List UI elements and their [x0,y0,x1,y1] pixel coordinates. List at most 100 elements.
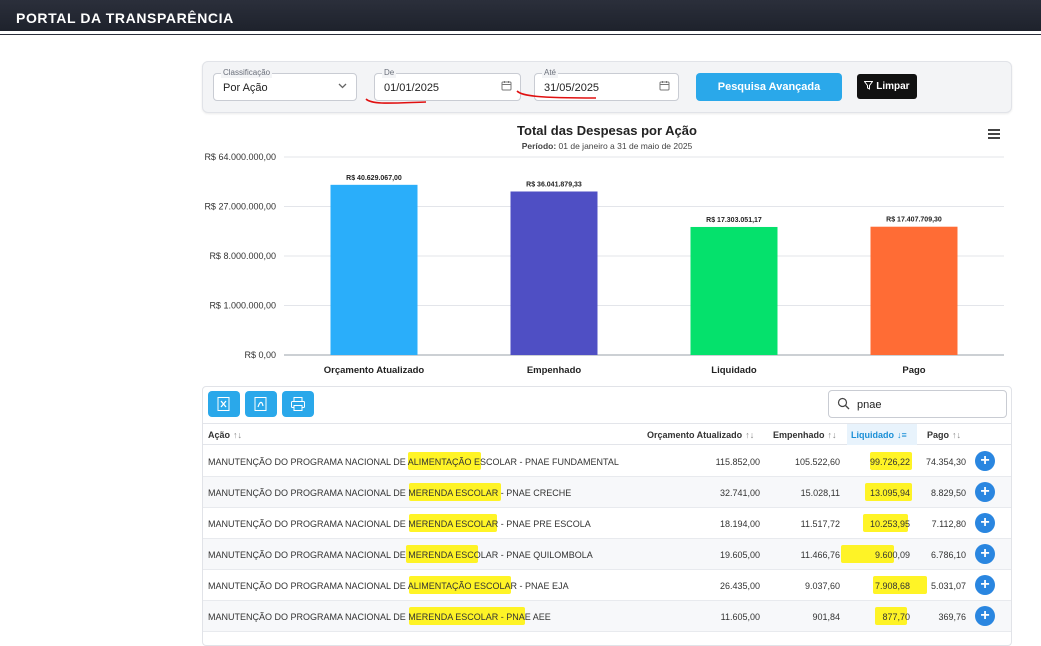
cell-orcamento: 26.435,00 [719,581,760,591]
active-column-highlight [847,424,917,445]
date-from-label: De [382,68,397,78]
cell-liquidado: 13.095,94 [869,488,910,498]
cell-acao: MANUTENÇÃO DO PROGRAMA NACIONAL DE MEREN… [208,519,591,529]
cell-empenhado: 901,84 [812,612,840,622]
cell-liquidado: 99.726,22 [869,457,910,467]
bar-value-label: R$ 17.303.051,17 [706,217,762,224]
sort-desc-icon: ↓≡ [897,430,907,440]
date-to-field[interactable]: Até 31/05/2025 [534,68,679,101]
highlighter-mark [409,576,511,594]
highlighter-mark [863,514,908,532]
cell-empenhado: 15.028,11 [800,488,840,498]
classificacao-label: Classificação [221,68,273,78]
table-row[interactable]: MANUTENÇÃO DO PROGRAMA NACIONAL DE MEREN… [203,508,1011,539]
table-header: Ação ↑↓ Orçamento Atualizado ↑↓ Empenhado ↑… [203,423,1011,445]
cell-acao: MANUTENÇÃO DO PROGRAMA NACIONAL DE MEREN… [208,550,593,560]
expand-row-plus-icon[interactable]: + [975,575,995,595]
y-tick-label: R$ 64.000.000,00 [204,152,276,162]
y-tick-label: R$ 27.000.000,00 [204,202,276,212]
cell-pago: 6.786,10 [930,550,966,560]
expand-row-plus-icon[interactable]: + [975,451,995,471]
clear-filters-label: Limpar [876,81,910,92]
cell-pago: 5.031,07 [930,581,966,591]
col-orcamento-header[interactable]: Orçamento Atualizado ↑↓ [647,430,754,440]
top-bar: PORTAL DA TRANSPARÊNCIA [0,0,1041,31]
advanced-search-button[interactable]: Pesquisa Avançada [696,73,842,101]
pdf-export-icon [254,397,267,411]
bar-value-label: R$ 40.629.067,00 [346,175,402,182]
table-row[interactable]: MANUTENÇÃO DO PROGRAMA NACIONAL DE ALIME… [203,446,1011,477]
classificacao-select[interactable]: Classificação Por Ação [213,68,357,101]
table-row[interactable]: MANUTENÇÃO DO PROGRAMA NACIONAL DE MEREN… [203,539,1011,570]
col-liquidado-label: Liquidado [851,430,894,440]
table-row[interactable]: MANUTENÇÃO DO PROGRAMA NACIONAL DE MEREN… [203,477,1011,508]
col-acao-label: Ação [208,430,231,440]
cell-pago: 8.829,50 [930,488,966,498]
sort-icon: ↑↓ [745,430,755,440]
col-liquidado-header[interactable]: Liquidado ↓≡ [851,430,907,440]
calendar-icon[interactable] [659,80,670,94]
y-tick-label: R$ 1.000.000,00 [209,301,276,311]
cell-liquidado: 877,70 [882,612,910,622]
x-category-label: Pago [902,365,925,376]
cell-pago: 7.112,80 [931,519,966,529]
cell-liquidado: 7.908,68 [874,581,910,591]
clear-filters-button[interactable]: Limpar [857,74,917,99]
cell-acao: MANUTENÇÃO DO PROGRAMA NACIONAL DE ALIME… [208,457,619,467]
expand-row-plus-icon[interactable]: + [975,606,995,626]
red-annotation-mark [516,90,597,99]
highlighter-mark [841,545,894,563]
export-pdf-button[interactable] [245,391,277,417]
excel-export-icon [217,397,230,411]
cell-liquidado: 9.600,09 [874,550,910,560]
col-empenhado-label: Empenhado [773,430,825,440]
highlighter-mark [870,452,912,470]
bar-3 [870,226,958,355]
table-row[interactable]: MANUTENÇÃO DO PROGRAMA NACIONAL DE ALIME… [203,570,1011,601]
period-label: Período: [521,141,557,151]
chart-subtitle: Período: 01 de janeiro a 31 de maio de 2… [202,141,1012,151]
bar-2 [690,226,778,355]
bar-0 [330,184,418,355]
cell-liquidado: 10.253,95 [869,519,910,529]
filter-panel: Classificação Por Ação De 01/01/2025 Até… [202,61,1012,113]
red-annotation-mark [365,98,427,104]
expand-row-plus-icon[interactable]: + [975,482,995,502]
bar-1 [510,191,598,355]
date-to-value: 31/05/2025 [544,82,600,94]
search-icon [837,397,850,410]
highlighter-mark [408,452,481,470]
sort-icon: ↑↓ [233,430,243,440]
search-value: pnae [857,399,882,411]
cell-acao: MANUTENÇÃO DO PROGRAMA NACIONAL DE MEREN… [208,488,572,498]
date-from-field[interactable]: De 01/01/2025 [374,68,521,101]
table-search-input[interactable]: pnae [828,390,1007,418]
col-acao-header[interactable]: Ação ↑↓ [208,430,242,440]
expand-row-plus-icon[interactable]: + [975,513,995,533]
cell-orcamento: 32.741,00 [719,488,760,498]
cell-orcamento: 19.605,00 [719,550,760,560]
date-from-value: 01/01/2025 [384,82,440,94]
period-value: 01 de janeiro a 31 de maio de 2025 [558,141,693,151]
filter-clear-icon [863,81,874,90]
expand-row-plus-icon[interactable]: + [975,544,995,564]
highlighter-mark [409,514,497,532]
highlighter-mark [875,607,907,625]
col-empenhado-header[interactable]: Empenhado ↑↓ [773,430,837,440]
cell-empenhado: 9.037,60 [804,581,840,591]
col-pago-label: Pago [927,430,950,440]
sort-icon: ↑↓ [952,430,962,440]
print-button[interactable] [282,391,314,417]
bar-value-label: R$ 17.407.709,30 [886,217,942,224]
y-tick-label: R$ 0,00 [244,350,276,360]
y-tick-label: R$ 8.000.000,00 [209,251,276,261]
portal-brand[interactable]: PORTAL DA TRANSPARÊNCIA [16,10,234,26]
table-row[interactable]: MANUTENÇÃO DO PROGRAMA NACIONAL DE MEREN… [203,601,1011,632]
hamburger-icon[interactable] [988,127,1000,142]
calendar-icon[interactable] [501,80,512,94]
highlighter-mark [409,483,501,501]
date-to-label: Até [542,68,559,78]
export-excel-button[interactable] [208,391,240,417]
col-pago-header[interactable]: Pago ↑↓ [927,430,961,440]
cell-empenhado: 11.466,76 [800,550,840,560]
